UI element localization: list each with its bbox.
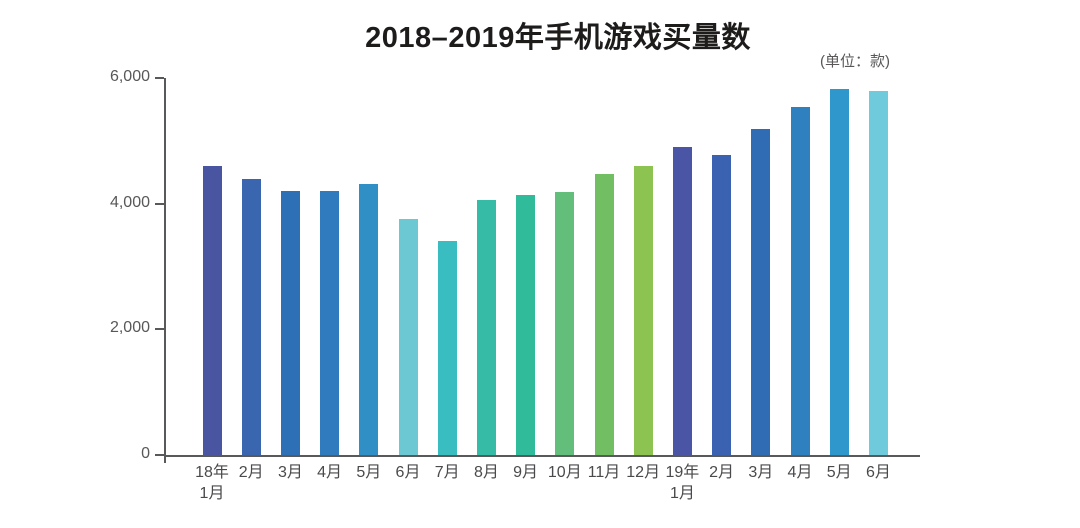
bar <box>320 191 340 455</box>
x-tick-label: 3月 <box>748 464 774 481</box>
x-tick-label: 19年 1月 <box>665 464 700 502</box>
bar <box>868 90 888 455</box>
x-tick-label: 12月 <box>626 464 661 481</box>
bar <box>437 241 457 455</box>
bar <box>751 128 771 455</box>
y-axis-tick <box>155 328 164 331</box>
bar <box>829 89 849 455</box>
y-tick-label: 4,000 <box>109 193 150 211</box>
bar <box>241 178 261 455</box>
bar <box>280 191 300 455</box>
bar <box>516 195 536 455</box>
bar <box>476 199 496 455</box>
bar <box>790 106 810 455</box>
x-tick-label: 7月 <box>434 464 460 481</box>
x-tick-label: 3月 <box>277 464 303 481</box>
y-axis-tick <box>155 202 164 205</box>
bar <box>359 183 379 455</box>
x-tick-label: 2月 <box>238 464 264 481</box>
bar <box>398 219 418 455</box>
x-tick-label: 8月 <box>473 464 499 481</box>
y-axis-tick <box>155 77 164 79</box>
bar <box>202 165 222 455</box>
x-tick-label: 4月 <box>787 464 813 481</box>
y-tick-label: 0 <box>141 445 150 462</box>
y-tick-label: 2,000 <box>109 319 150 337</box>
bar <box>633 165 653 455</box>
x-tick-label: 6月 <box>865 464 891 481</box>
x-tick-label: 4月 <box>317 464 343 481</box>
x-tick-label: 11月 <box>587 464 621 481</box>
x-tick-label: 2月 <box>709 464 735 481</box>
bar <box>672 147 692 455</box>
bar <box>594 173 614 455</box>
unit-label: (单位：款) <box>820 53 890 70</box>
x-tick-label: 18年 1月 <box>195 464 229 502</box>
x-tick-label: 5月 <box>356 464 382 481</box>
x-tick-label: 6月 <box>395 464 421 481</box>
x-axis-line <box>164 455 920 457</box>
x-tick-label: 9月 <box>513 464 539 481</box>
x-tick-label: 5月 <box>826 464 852 481</box>
y-axis-line <box>164 78 166 463</box>
plot-area: 0 2,000 4,000 6,000 18年 1月 2月 3月 4月 5月 6月 7月 8月 9月 10… <box>110 68 920 502</box>
bar <box>555 192 575 455</box>
y-tick-label: 6,000 <box>109 68 150 85</box>
chart-title: 2018–2019年手机游戏买量数 <box>365 22 751 54</box>
y-axis-tick <box>155 454 164 456</box>
bar <box>712 155 732 455</box>
x-tick-label: 10月 <box>547 464 582 481</box>
